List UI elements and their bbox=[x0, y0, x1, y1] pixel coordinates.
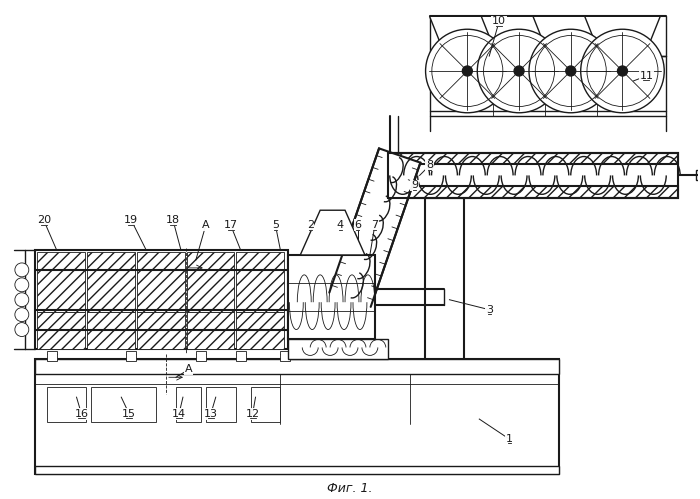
Text: 14: 14 bbox=[172, 409, 186, 419]
Text: 2: 2 bbox=[307, 220, 314, 230]
Bar bbox=[288, 339, 388, 359]
Polygon shape bbox=[430, 16, 505, 56]
Bar bbox=[696, 171, 700, 180]
Text: 19: 19 bbox=[124, 215, 139, 225]
Bar bbox=[87, 312, 134, 349]
Circle shape bbox=[617, 66, 627, 76]
Polygon shape bbox=[482, 16, 556, 56]
Text: 17: 17 bbox=[223, 220, 238, 230]
Bar bbox=[87, 252, 134, 312]
Bar bbox=[37, 252, 85, 312]
Text: 12: 12 bbox=[246, 409, 260, 419]
Bar bbox=[251, 387, 281, 422]
Text: 18: 18 bbox=[166, 215, 180, 225]
Text: Фиг. 1.: Фиг. 1. bbox=[328, 482, 372, 495]
Bar bbox=[425, 198, 464, 359]
Text: 4: 4 bbox=[337, 220, 344, 230]
Circle shape bbox=[15, 293, 29, 307]
Text: 8: 8 bbox=[426, 161, 433, 171]
Bar bbox=[176, 387, 201, 422]
Polygon shape bbox=[584, 16, 660, 56]
Circle shape bbox=[463, 66, 473, 76]
Text: 7: 7 bbox=[371, 220, 379, 230]
Circle shape bbox=[514, 66, 524, 76]
Bar bbox=[186, 252, 235, 312]
Bar bbox=[37, 312, 85, 349]
Bar bbox=[288, 255, 375, 339]
Polygon shape bbox=[329, 148, 421, 307]
Text: A: A bbox=[185, 364, 193, 374]
Bar bbox=[388, 186, 678, 198]
Polygon shape bbox=[300, 210, 365, 255]
Text: A: A bbox=[202, 220, 209, 230]
Text: 3: 3 bbox=[486, 305, 493, 315]
Text: 16: 16 bbox=[74, 409, 88, 419]
Text: 1: 1 bbox=[505, 434, 512, 444]
Bar bbox=[281, 351, 290, 361]
Text: 15: 15 bbox=[122, 409, 136, 419]
Circle shape bbox=[15, 308, 29, 321]
Bar bbox=[237, 252, 284, 312]
Bar bbox=[92, 387, 156, 422]
Bar bbox=[136, 312, 185, 349]
Circle shape bbox=[15, 263, 29, 277]
Text: 11: 11 bbox=[639, 71, 653, 81]
Polygon shape bbox=[533, 16, 608, 56]
Bar bbox=[35, 359, 559, 474]
Bar bbox=[236, 351, 246, 361]
Bar bbox=[196, 351, 206, 361]
Bar bbox=[35, 466, 559, 474]
Circle shape bbox=[15, 322, 29, 336]
Circle shape bbox=[566, 66, 575, 76]
Circle shape bbox=[529, 29, 612, 113]
Text: 6: 6 bbox=[354, 220, 361, 230]
Bar bbox=[126, 351, 136, 361]
Bar bbox=[237, 312, 284, 349]
Circle shape bbox=[477, 29, 561, 113]
Text: 13: 13 bbox=[204, 409, 218, 419]
Text: 5: 5 bbox=[272, 220, 279, 230]
Text: 10: 10 bbox=[492, 16, 506, 26]
Bar bbox=[388, 153, 678, 198]
Bar bbox=[47, 351, 57, 361]
Bar bbox=[186, 312, 235, 349]
Circle shape bbox=[581, 29, 664, 113]
Bar bbox=[206, 387, 236, 422]
Bar bbox=[35, 359, 559, 374]
Text: 20: 20 bbox=[36, 215, 51, 225]
Circle shape bbox=[15, 278, 29, 292]
Bar bbox=[388, 153, 678, 165]
Bar bbox=[47, 387, 87, 422]
Bar bbox=[35, 250, 288, 349]
Text: 9: 9 bbox=[411, 180, 418, 190]
Circle shape bbox=[426, 29, 509, 113]
Bar bbox=[136, 252, 185, 312]
